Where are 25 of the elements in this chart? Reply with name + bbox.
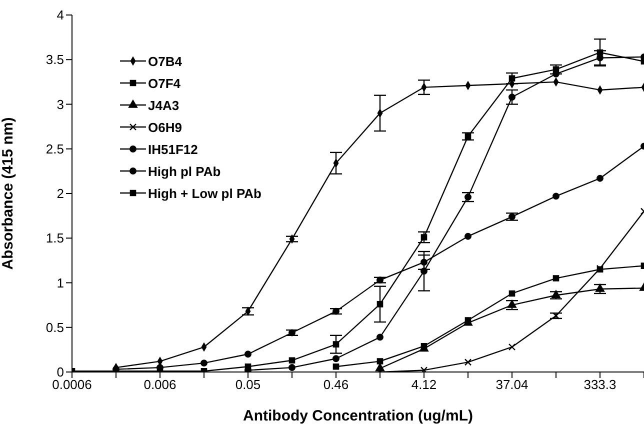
x-axis-title: Antibody Concentration (ug/mL) bbox=[243, 408, 473, 425]
legend-label: High + Low pl PAb bbox=[148, 186, 262, 200]
legend-label: High pl PAb bbox=[148, 164, 221, 178]
y-tick-label: 1.5 bbox=[46, 230, 64, 246]
legend-label: O7F4 bbox=[148, 76, 181, 90]
y-axis-title: Absorbance (415 nm) bbox=[0, 117, 16, 270]
y-tick-label: 1 bbox=[56, 275, 64, 290]
x-tick-label: 333.3 bbox=[584, 377, 616, 392]
legend-label: O7B4 bbox=[148, 54, 182, 68]
y-tick-label: 3.5 bbox=[46, 52, 64, 68]
legend-label: O6H9 bbox=[148, 120, 182, 134]
y-tick-label: 0.5 bbox=[46, 320, 64, 335]
x-tick-label: 37.04 bbox=[496, 377, 528, 392]
x-tick-label: 0.0006 bbox=[52, 377, 92, 392]
y-tick-label: 2 bbox=[56, 186, 64, 202]
x-tick-label: 0.05 bbox=[235, 377, 261, 392]
y-tick-label: 4 bbox=[56, 8, 64, 23]
x-tick-label: 0.46 bbox=[323, 377, 349, 392]
x-tick-label: 0.006 bbox=[144, 377, 176, 392]
y-tick-label: 0 bbox=[56, 364, 64, 380]
y-tick-label: 3 bbox=[56, 96, 64, 112]
x-tick-label: 4.12 bbox=[411, 377, 437, 392]
legend-label: J4A3 bbox=[148, 98, 180, 112]
y-tick-label: 2.5 bbox=[46, 141, 64, 156]
legend-label: IH51F12 bbox=[148, 142, 198, 156]
